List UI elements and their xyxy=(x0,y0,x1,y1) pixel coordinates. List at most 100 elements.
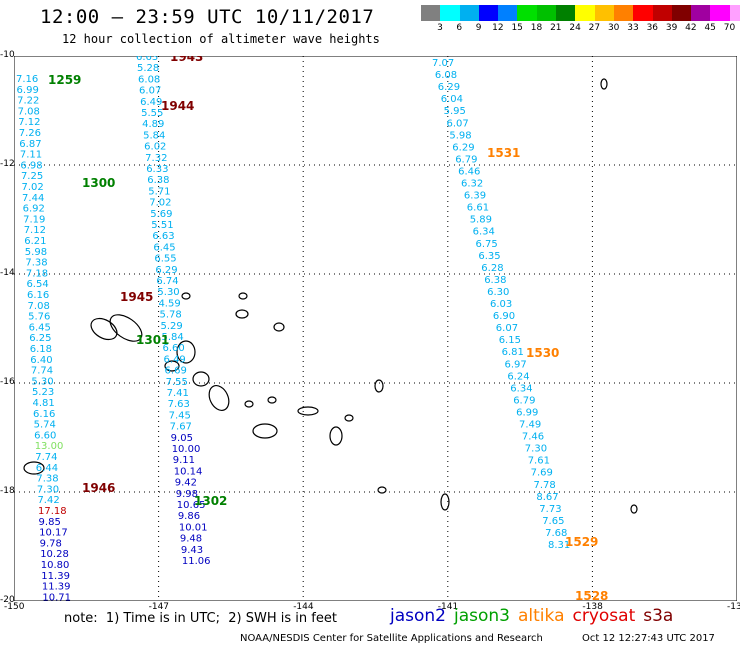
wave-height-reading: 6.34 xyxy=(473,227,495,238)
wave-height-reading: 6.33 xyxy=(146,164,168,175)
wave-height-reading: 6.60 xyxy=(34,430,56,441)
lat-tick-label: -20 xyxy=(0,595,15,605)
wave-height-reading: 5.95 xyxy=(444,106,466,117)
legend-label: 45 xyxy=(704,23,716,33)
satellite-legend-item: jason3 xyxy=(454,606,510,626)
lat-tick-label: -18 xyxy=(0,486,15,496)
wave-height-reading: 4.59 xyxy=(158,298,180,309)
wave-height-reading: 7.38 xyxy=(36,474,58,485)
wave-height-reading: 7.74 xyxy=(35,452,57,463)
map-title: 12:00 — 23:59 UTC 10/11/2017 xyxy=(40,6,375,28)
wave-height-reading: 10.65 xyxy=(177,500,206,511)
wave-height-reading: 6.55 xyxy=(154,254,176,265)
legend-swatch xyxy=(729,5,740,21)
wave-height-reading: 5.29 xyxy=(160,321,182,332)
wave-height-reading: 5.30 xyxy=(157,287,179,298)
wave-height-reading: 6.63 xyxy=(136,56,158,63)
wave-height-reading: 7.44 xyxy=(22,193,44,204)
wave-height-reading: 9.98 xyxy=(176,489,198,500)
wave-height-reading: 6.81 xyxy=(502,347,524,358)
legend-swatch xyxy=(652,5,672,21)
legend-swatch xyxy=(613,5,634,21)
wave-height-reading: 7.55 xyxy=(166,377,188,388)
wave-height-reading: 6.38 xyxy=(484,275,506,286)
wave-height-reading: 6.97 xyxy=(505,359,527,370)
wave-height-reading: 6.16 xyxy=(27,290,49,301)
lat-tick-label: -12 xyxy=(0,159,15,169)
lon-tick-label: -135 xyxy=(727,602,740,612)
wave-height-reading: 9.43 xyxy=(181,545,203,556)
island xyxy=(23,461,45,475)
wave-height-reading: 7.02 xyxy=(149,198,171,209)
island xyxy=(164,360,180,372)
wave-height-reading: 6.32 xyxy=(461,179,483,190)
wave-height-reading: 7.41 xyxy=(167,388,189,399)
wave-height-reading: 5.98 xyxy=(449,130,471,141)
wave-height-reading: 6.49 xyxy=(164,354,186,365)
island xyxy=(267,396,277,404)
wave-height-reading: 6.18 xyxy=(30,344,52,355)
wave-height-reading: 10.14 xyxy=(174,466,203,477)
wave-height-reading: 7.65 xyxy=(542,516,564,527)
wave-height-reading: 5.89 xyxy=(470,215,492,226)
wave-height-reading: 6.61 xyxy=(467,203,489,214)
legend-label: 70 xyxy=(723,23,736,33)
pass-time-label: 1946 xyxy=(82,481,115,495)
wave-height-reading: 7.12 xyxy=(24,225,46,236)
wave-height-reading: 6.45 xyxy=(153,242,175,253)
wave-height-reading: 9.86 xyxy=(178,511,200,522)
wave-height-reading: 5.55 xyxy=(141,108,163,119)
wave-height-reading: 6.79 xyxy=(513,395,535,406)
wave-height-reading: 7.45 xyxy=(169,410,191,421)
legend-label: 33 xyxy=(627,23,639,33)
legend-swatch xyxy=(671,5,692,21)
wave-height-reading: 7.22 xyxy=(17,96,39,107)
wave-height-reading: 5.30 xyxy=(31,376,53,387)
wave-height-reading: 6.98 xyxy=(20,160,42,171)
wave-height-reading: 6.04 xyxy=(441,94,463,105)
wave-height-reading: 7.32 xyxy=(145,153,167,164)
wave-height-reading: 7.73 xyxy=(539,504,561,515)
wave-height-reading: 7.11 xyxy=(20,150,42,161)
legend-swatch xyxy=(633,5,653,21)
wave-height-reading: 6.63 xyxy=(152,231,174,242)
wave-height-reading: 6.92 xyxy=(23,204,45,215)
wave-height-reading: 6.46 xyxy=(458,166,480,177)
lon-tick-label: -141 xyxy=(437,602,459,612)
wave-height-reading: 11.39 xyxy=(42,582,71,593)
map-canvas: 7.166.997.227.087.127.266.877.116.987.25… xyxy=(14,56,737,601)
island xyxy=(273,322,285,332)
wave-height-reading: 10.71 xyxy=(42,592,71,601)
wave-height-reading: 4.89 xyxy=(142,119,164,130)
island xyxy=(329,426,343,446)
island xyxy=(235,309,249,319)
wave-height-reading: 5.51 xyxy=(151,220,173,231)
island xyxy=(297,406,319,416)
pass-time-label: 1301 xyxy=(136,333,169,347)
island xyxy=(377,486,387,494)
wave-height-reading: 6.49 xyxy=(140,97,162,108)
wave-height-reading: 10.17 xyxy=(39,528,68,539)
wave-height-reading: 6.21 xyxy=(24,236,46,247)
pass-time-label: 1943 xyxy=(170,56,203,64)
legend-label: 9 xyxy=(475,23,482,33)
wave-height-reading: 5.71 xyxy=(148,186,170,197)
legend-swatch xyxy=(498,5,518,21)
wave-height-reading: 7.69 xyxy=(531,468,553,479)
wave-height-reading: 6.74 xyxy=(156,276,178,287)
wave-height-reading: 6.16 xyxy=(33,409,55,420)
legend-swatch xyxy=(691,5,711,21)
wave-height-reading: 5.23 xyxy=(32,387,54,398)
wave-height-reading: 6.29 xyxy=(452,142,474,153)
wave-height-reading: 6.08 xyxy=(435,70,457,81)
wave-height-reading: 6.24 xyxy=(507,371,529,382)
island xyxy=(252,423,278,439)
legend-swatch xyxy=(421,5,441,21)
wave-height-reading: 6.07 xyxy=(447,118,469,129)
wave-height-reading: 17.18 xyxy=(38,506,67,517)
island xyxy=(238,292,248,300)
wave-height-reading: 6.38 xyxy=(147,175,169,186)
lon-tick-label: -144 xyxy=(293,602,314,612)
pass-time-label: 1529 xyxy=(565,535,598,549)
